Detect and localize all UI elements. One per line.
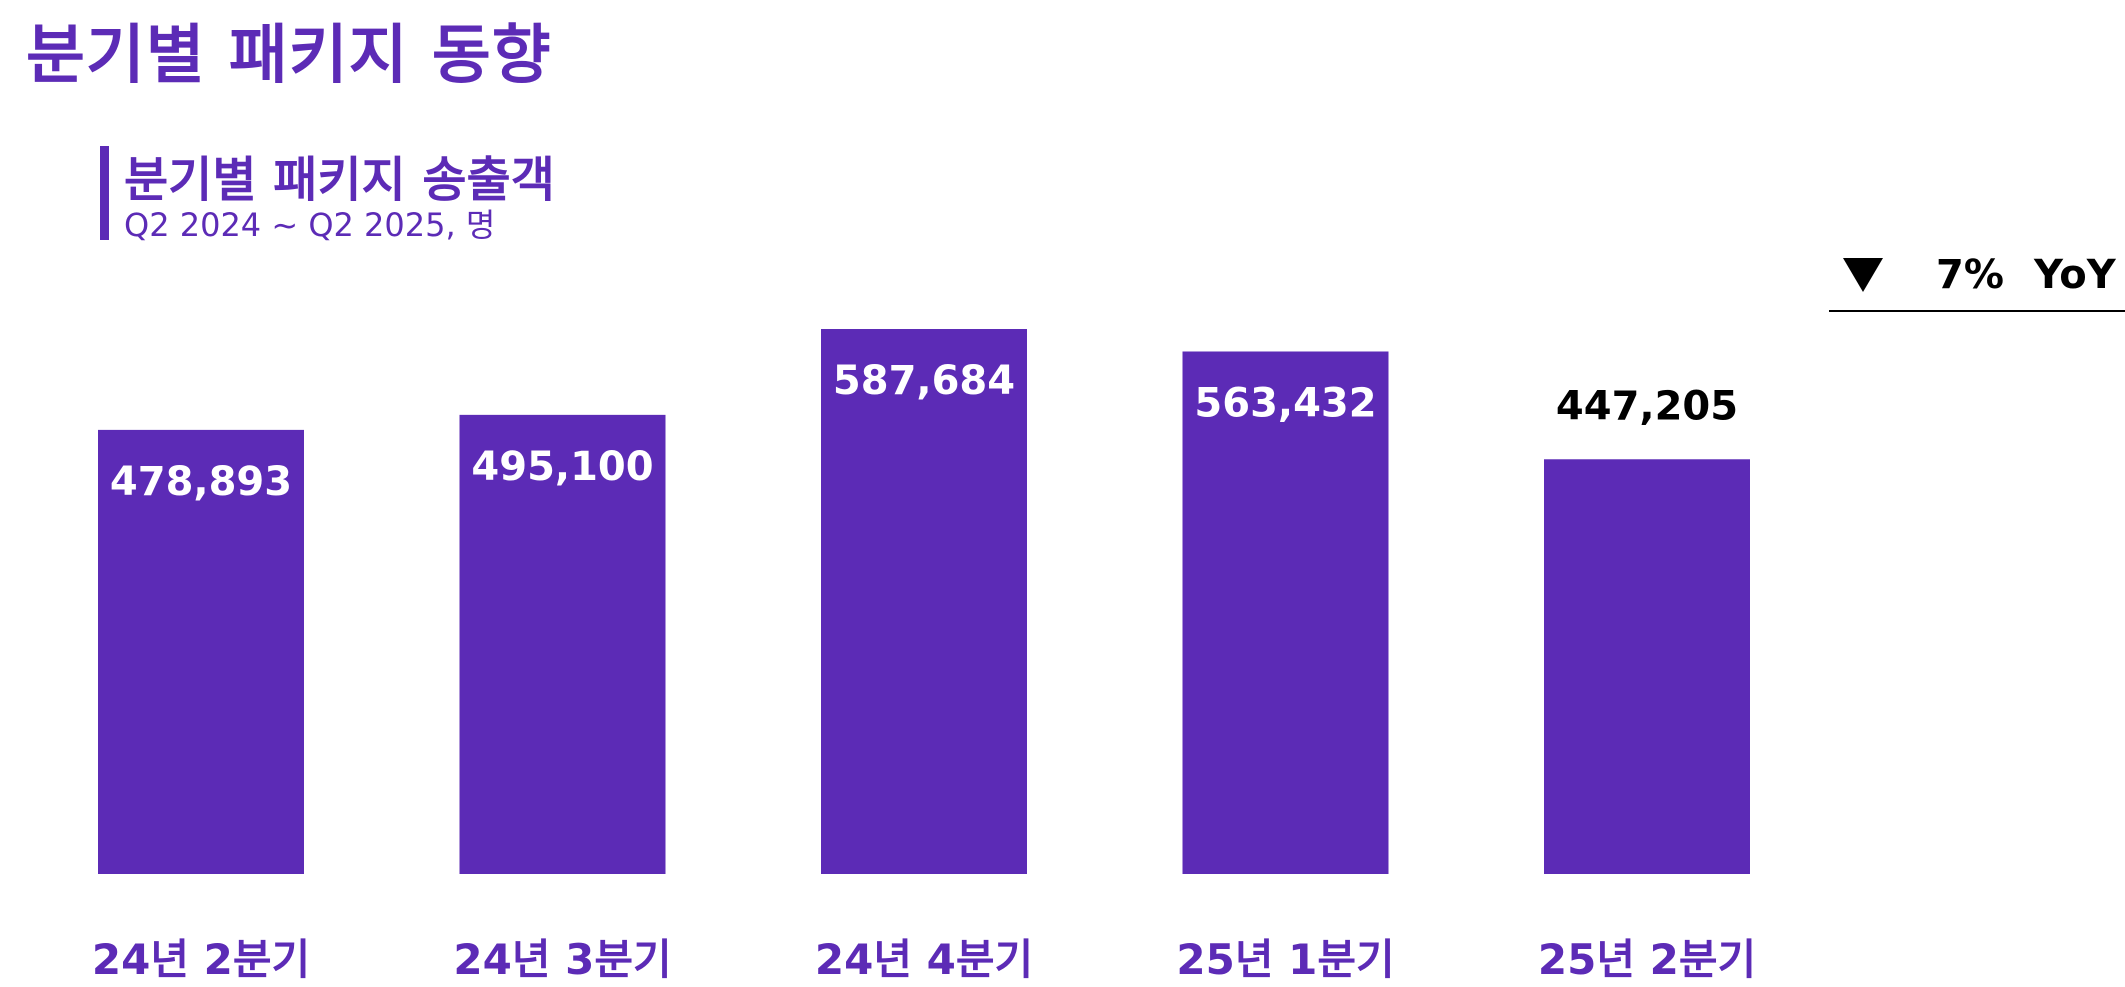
- chart-title: 분기별 패키지 송출객: [124, 152, 555, 208]
- category-label-4: 25년 1분기: [1176, 935, 1394, 984]
- category-label-1: 24년 2분기: [92, 935, 310, 984]
- yoy-percent: 7%: [1936, 252, 2004, 298]
- page-title: 분기별 패키지 동향: [26, 19, 552, 93]
- chart-subtitle: Q2 2024 ~ Q2 2025, 명: [124, 206, 496, 244]
- bar-4: [1182, 351, 1389, 874]
- value-label-5: 447,205: [1556, 383, 1738, 429]
- bar-3: [821, 329, 1027, 874]
- triangle-down-icon: [1843, 258, 1883, 292]
- category-label-3: 24년 4분기: [815, 935, 1033, 984]
- yoy-indicator: 7% YoY: [1829, 250, 2125, 312]
- bar-5: [1544, 459, 1750, 874]
- value-label-2: 495,100: [471, 444, 653, 490]
- value-label-4: 563,432: [1194, 380, 1376, 426]
- section-accent-bar: [100, 146, 109, 240]
- value-label-1: 478,893: [110, 459, 292, 505]
- yoy-label: YoY: [2034, 252, 2116, 298]
- bar-1: [98, 429, 304, 874]
- category-label-2: 24년 3분기: [453, 935, 671, 984]
- category-label-5: 25년 2분기: [1538, 935, 1756, 984]
- bar-2: [459, 414, 666, 874]
- value-label-3: 587,684: [833, 358, 1015, 404]
